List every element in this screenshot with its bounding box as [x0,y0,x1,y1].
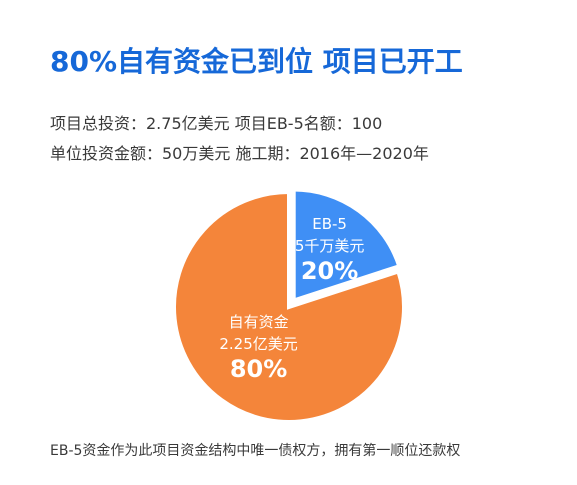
unit-investment-summary: 单位投资金额：50万美元 施工期：2016年—2020年 [50,144,429,163]
self-funded-amount: 2.25亿美元 [219,335,297,353]
pie-slice-self-funded [172,189,406,424]
self-funded-percent: 80% [230,355,287,383]
investment-summary: 项目总投资：2.75亿美元 项目EB-5名额：100 [50,114,383,133]
self-funded-label: 自有资金 [229,313,289,331]
page-title: 80%自有资金已到位 项目已开工 [50,45,463,78]
pie-slice-eb5 [291,187,402,304]
eb5-label: EB-5 [312,215,347,233]
eb5-percent: 20% [301,257,358,285]
footnote: EB-5资金作为此项目资金结构中唯一债权方，拥有第一顺位还款权 [50,443,461,459]
eb5-amount: 5千万美元 [295,237,365,255]
